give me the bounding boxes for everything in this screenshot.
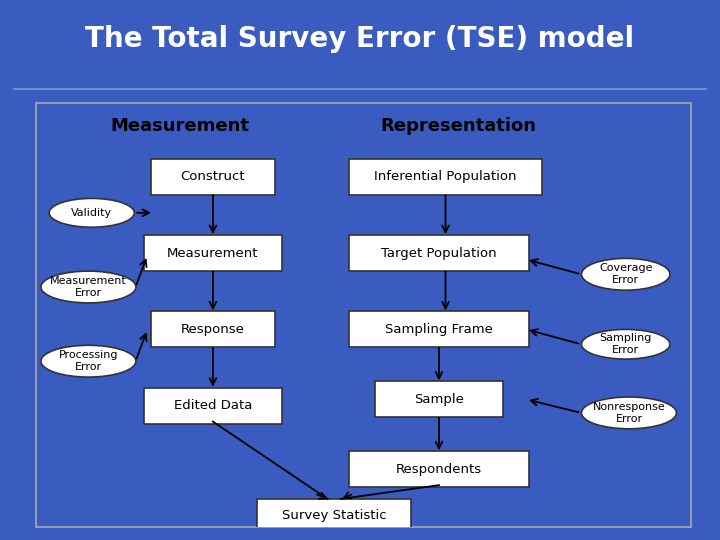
- Text: Sampling
Error: Sampling Error: [600, 333, 652, 355]
- Ellipse shape: [49, 198, 134, 227]
- Ellipse shape: [582, 258, 670, 290]
- FancyBboxPatch shape: [257, 499, 411, 533]
- FancyBboxPatch shape: [349, 159, 542, 195]
- Text: Edited Data: Edited Data: [174, 399, 252, 412]
- Text: Respondents: Respondents: [396, 463, 482, 476]
- FancyBboxPatch shape: [150, 312, 275, 347]
- Text: Target Population: Target Population: [381, 247, 497, 260]
- Ellipse shape: [582, 329, 670, 359]
- FancyBboxPatch shape: [150, 159, 275, 195]
- Ellipse shape: [41, 345, 136, 377]
- FancyBboxPatch shape: [349, 235, 529, 271]
- Text: Processing
Error: Processing Error: [58, 350, 118, 373]
- Text: Validity: Validity: [71, 208, 112, 218]
- Text: Construct: Construct: [181, 170, 246, 183]
- FancyBboxPatch shape: [144, 235, 282, 271]
- Text: The Total Survey Error (TSE) model: The Total Survey Error (TSE) model: [86, 25, 634, 53]
- Text: Measurement: Measurement: [111, 117, 250, 135]
- Ellipse shape: [582, 397, 677, 429]
- Text: Measurement: Measurement: [167, 247, 258, 260]
- FancyBboxPatch shape: [349, 312, 529, 347]
- Text: Sampling Frame: Sampling Frame: [385, 323, 493, 336]
- Text: Survey Statistic: Survey Statistic: [282, 509, 387, 522]
- Text: Representation: Representation: [381, 117, 536, 135]
- FancyBboxPatch shape: [349, 451, 529, 487]
- Text: Coverage
Error: Coverage Error: [599, 263, 652, 286]
- FancyBboxPatch shape: [375, 381, 503, 417]
- Text: Inferential Population: Inferential Population: [374, 170, 517, 183]
- Text: Measurement
Error: Measurement Error: [50, 276, 127, 298]
- Text: Response: Response: [181, 323, 245, 336]
- FancyBboxPatch shape: [144, 388, 282, 424]
- Text: Nonresponse
Error: Nonresponse Error: [593, 402, 665, 424]
- Ellipse shape: [41, 271, 136, 303]
- Text: Sample: Sample: [414, 393, 464, 406]
